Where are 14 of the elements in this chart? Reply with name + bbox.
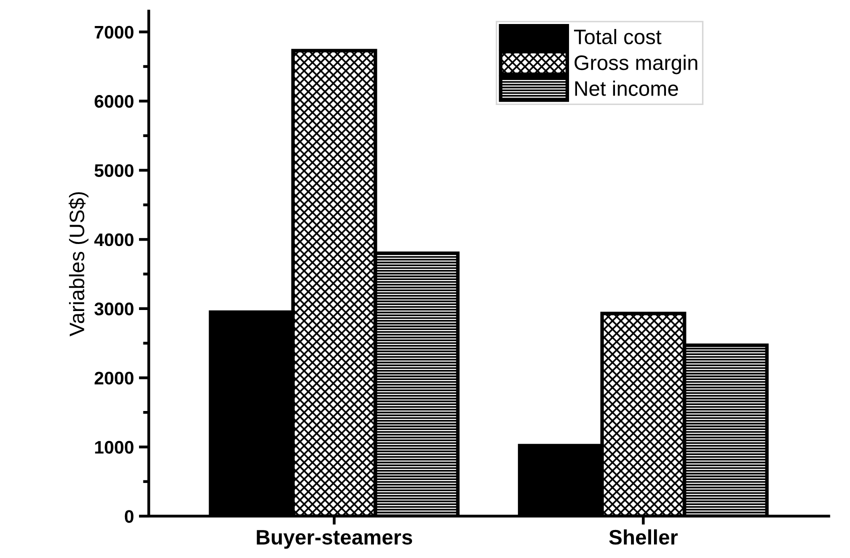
y-tick-label: 2000 (94, 372, 134, 385)
y-axis-title: Variables (US$) (68, 192, 88, 336)
y-tick-label: 1000 (95, 440, 134, 454)
x-tick-label: Sheller (609, 529, 678, 545)
legend-label: Gross margin (574, 54, 698, 74)
y-tick-label: 4000 (94, 233, 134, 246)
y-tick-label: 3000 (94, 302, 134, 316)
y-tick-label: 7000 (94, 26, 134, 39)
legend-label: Net income (575, 80, 678, 96)
legend-label: Total cost (574, 28, 662, 44)
y-tick-label: 0 (124, 510, 134, 523)
x-tick-label: Buyer-steamers (256, 530, 412, 549)
y-tick-label: 5000 (94, 164, 134, 177)
y-tick-label: 6000 (94, 95, 134, 108)
